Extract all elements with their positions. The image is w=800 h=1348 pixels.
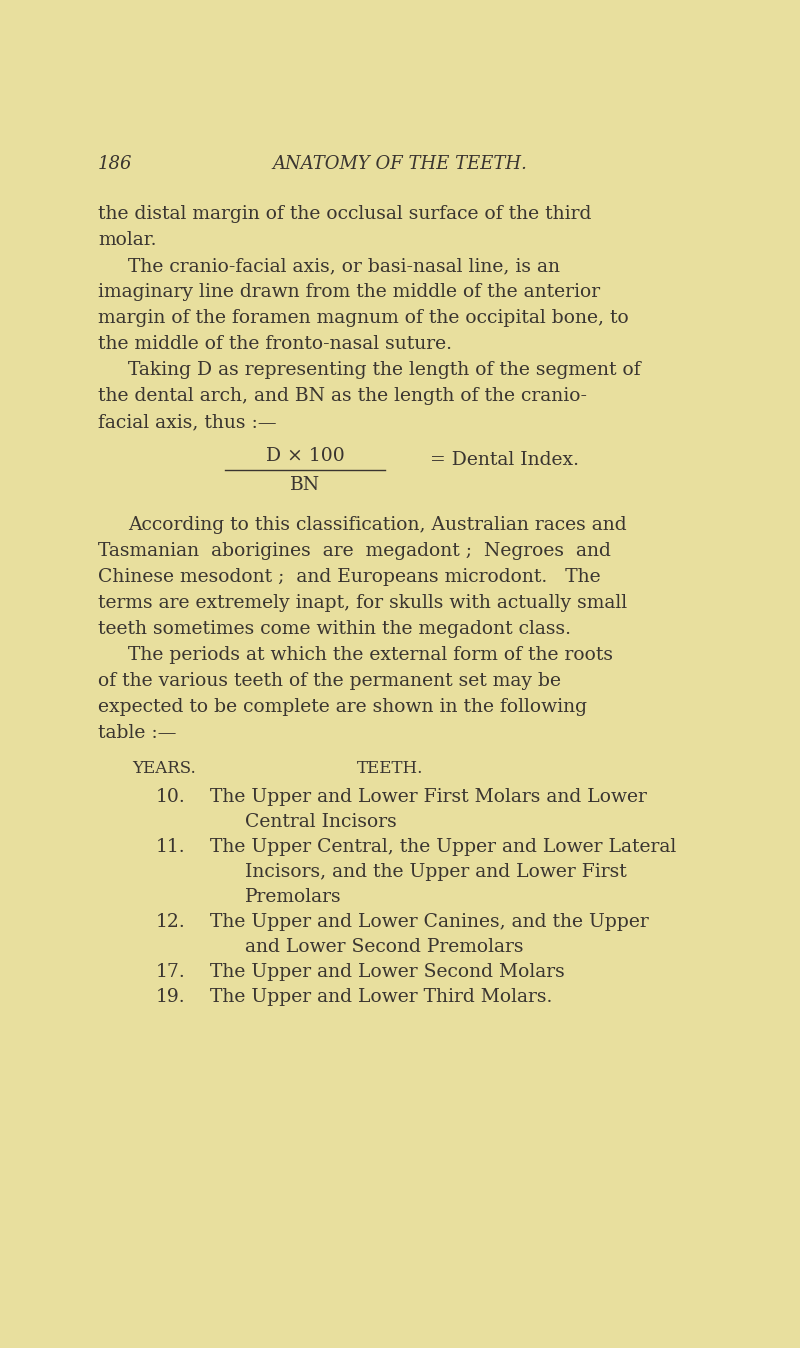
Text: The cranio-facial axis, or basi-nasal line, is an: The cranio-facial axis, or basi-nasal li… (128, 257, 560, 275)
Text: 11.: 11. (155, 838, 185, 856)
Text: The Upper and Lower Second Molars: The Upper and Lower Second Molars (210, 962, 565, 981)
Text: The Upper and Lower Third Molars.: The Upper and Lower Third Molars. (210, 988, 552, 1006)
Text: ANATOMY OF THE TEETH.: ANATOMY OF THE TEETH. (273, 155, 527, 173)
Text: and Lower Second Premolars: and Lower Second Premolars (245, 938, 523, 956)
Text: the dental arch, and BN as the length of the cranio-: the dental arch, and BN as the length of… (98, 387, 587, 404)
Text: 19.: 19. (155, 988, 185, 1006)
Text: the distal margin of the occlusal surface of the third: the distal margin of the occlusal surfac… (98, 205, 591, 222)
Text: expected to be complete are shown in the following: expected to be complete are shown in the… (98, 698, 587, 716)
Text: D × 100: D × 100 (266, 448, 344, 465)
Text: 12.: 12. (155, 913, 185, 931)
Text: The Upper and Lower Canines, and the Upper: The Upper and Lower Canines, and the Upp… (210, 913, 649, 931)
Text: Taking D as representing the length of the segment of: Taking D as representing the length of t… (128, 361, 641, 379)
Text: Chinese mesodont ;  and Europeans microdont.   The: Chinese mesodont ; and Europeans microdo… (98, 568, 601, 586)
Text: YEARS.: YEARS. (132, 760, 196, 776)
Text: terms are extremely inapt, for skulls with actually small: terms are extremely inapt, for skulls wi… (98, 594, 627, 612)
Text: molar.: molar. (98, 231, 157, 249)
Text: the middle of the fronto-nasal suture.: the middle of the fronto-nasal suture. (98, 336, 452, 353)
Text: of the various teeth of the permanent set may be: of the various teeth of the permanent se… (98, 673, 561, 690)
Text: 186: 186 (98, 155, 133, 173)
Text: The periods at which the external form of the roots: The periods at which the external form o… (128, 646, 613, 665)
Text: Central Incisors: Central Incisors (245, 813, 397, 830)
Text: BN: BN (290, 476, 320, 493)
Text: The Upper Central, the Upper and Lower Lateral: The Upper Central, the Upper and Lower L… (210, 838, 676, 856)
Text: = Dental Index.: = Dental Index. (430, 452, 579, 469)
Text: According to this classification, Australian races and: According to this classification, Austra… (128, 516, 626, 534)
Text: facial axis, thus :—: facial axis, thus :— (98, 412, 277, 431)
Text: The Upper and Lower First Molars and Lower: The Upper and Lower First Molars and Low… (210, 789, 647, 806)
Text: Tasmanian  aborigines  are  megadont ;  Negroes  and: Tasmanian aborigines are megadont ; Negr… (98, 542, 611, 559)
Text: Premolars: Premolars (245, 888, 342, 906)
Text: teeth sometimes come within the megadont class.: teeth sometimes come within the megadont… (98, 620, 571, 638)
Text: imaginary line drawn from the middle of the anterior: imaginary line drawn from the middle of … (98, 283, 600, 301)
Text: TEETH.: TEETH. (357, 760, 423, 776)
Text: 10.: 10. (155, 789, 185, 806)
Text: Incisors, and the Upper and Lower First: Incisors, and the Upper and Lower First (245, 863, 626, 882)
Text: margin of the foramen magnum of the occipital bone, to: margin of the foramen magnum of the occi… (98, 309, 629, 328)
Text: 17.: 17. (155, 962, 185, 981)
Text: table :—: table :— (98, 724, 177, 741)
